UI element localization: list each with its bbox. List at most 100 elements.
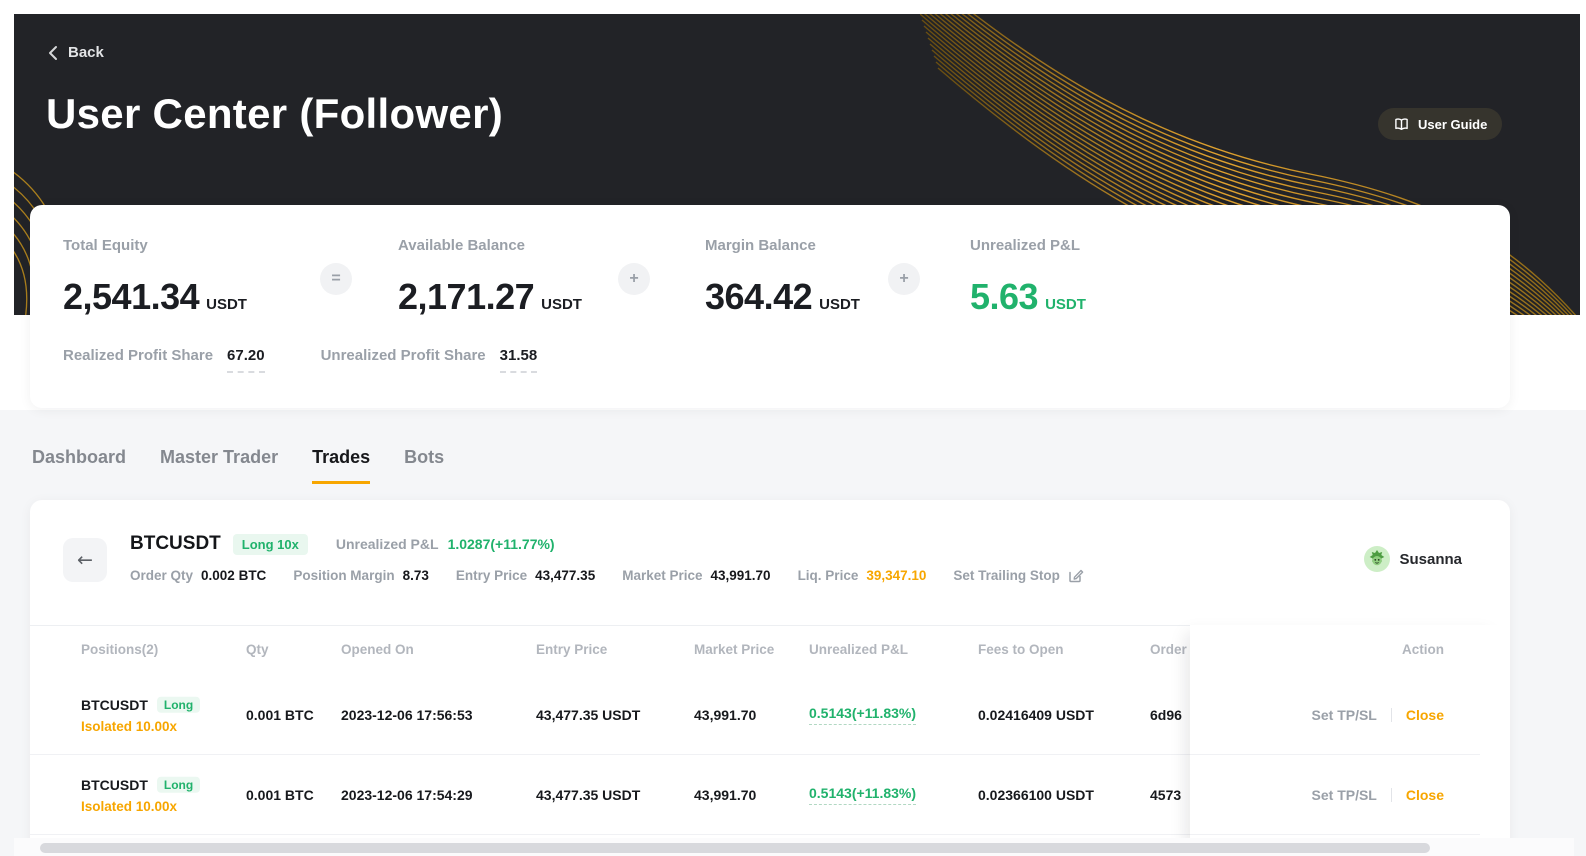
field-value: 43,477.35 [535,568,596,583]
symbol-cell: BTCUSDT Long Isolated 10.00x [81,696,201,734]
stat-currency: USDT [819,296,860,313]
action-row: Set TP/SL Close [1190,675,1510,755]
user-guide-label: User Guide [1418,116,1488,132]
stat-value: 5.63 [970,276,1039,317]
col-unrealized-pnl: Unrealized P&L [809,642,909,657]
trader-name: Susanna [1399,550,1462,568]
symbol-cell: BTCUSDT Long Isolated 10.00x [81,776,201,814]
close-position-button[interactable]: Close [1405,787,1444,803]
tab-trades[interactable]: Trades [312,447,371,484]
col-order: Order [1150,642,1187,657]
profit-share-row: Realized Profit Share 67.20 Unrealized P… [63,347,538,373]
position-symbol: BTCUSDT [130,533,221,554]
field-value: 8.73 [402,568,429,583]
row-symbol: BTCUSDT [81,696,148,713]
stat-currency: USDT [541,296,582,313]
stat-margin-balance: Margin Balance 364.42 USDT [705,237,860,318]
field-label: Liq. Price [797,568,859,583]
margin-mode: Isolated 10.00x [81,798,178,814]
field-label: Order Qty [130,568,194,583]
back-link[interactable]: Back [48,44,104,61]
set-trailing-stop-button[interactable]: Set Trailing Stop [953,567,1084,584]
liq-price-field: Liq. Price 39,347.10 [798,568,927,583]
set-tpsl-button[interactable]: Set TP/SL [1311,707,1377,723]
stat-currency: USDT [1045,296,1086,313]
stat-label: Margin Balance [705,237,816,254]
position-summary-line1: BTCUSDT Long 10x Unrealized P&L 1.0287(+… [130,533,555,555]
tab-dashboard[interactable]: Dashboard [32,447,127,467]
qty-cell: 0.001 BTC [246,786,314,803]
book-icon [1395,118,1408,130]
col-entry-price: Entry Price [536,642,608,657]
table-row: BTCUSDT Long Isolated 10.00x 0.001 BTC 2… [30,675,1510,755]
fees-cell: 0.02366100 USDT [978,786,1094,803]
stat-available-balance: Available Balance 2,171.27 USDT [398,237,582,318]
trader-link[interactable]: Susanna [1364,546,1462,572]
tab-master-trader[interactable]: Master Trader [160,447,279,467]
stat-label: Available Balance [398,237,526,254]
qty-cell: 0.001 BTC [246,706,314,723]
unrealized-pnl-value: 1.0287(+11.77%) [447,536,555,552]
stat-total-equity: Total Equity 2,541.34 USDT [63,237,247,318]
tab-bots[interactable]: Bots [404,447,445,467]
divider [30,625,1510,626]
balance-card: Total Equity 2,541.34 USDT = Available B… [30,205,1510,408]
table-row: BTCUSDT Long Isolated 10.00x 0.001 BTC 2… [30,755,1510,835]
unrealized-pnl-cell[interactable]: 0.5143(+11.83%) [809,705,917,725]
back-chevron-icon [49,45,57,60]
field-value: 43,991.70 [710,568,771,583]
realized-profit-share-value[interactable]: 67.20 [227,347,265,373]
unrealized-profit-share-value[interactable]: 31.58 [499,347,538,373]
plus-icon: + [618,263,650,295]
row-symbol: BTCUSDT [81,776,148,793]
unrealized-profit-share-label: Unrealized Profit Share [320,347,486,364]
opened-on-cell: 2023-12-06 17:54:29 [341,786,473,803]
unrealized-pnl-cell[interactable]: 0.5143(+11.83%) [809,785,917,805]
set-tpsl-button[interactable]: Set TP/SL [1311,787,1377,803]
plus-icon: + [888,263,920,295]
action-column: Action Set TP/SL Close Set TP/SL Close [1190,625,1510,856]
entry-price-cell: 43,477.35 USDT [536,786,641,803]
back-label: Back [68,44,104,61]
unrealized-pnl-label: Unrealized P&L [335,536,439,552]
stat-label: Total Equity [63,237,148,254]
field-value: 0.002 BTC [201,568,267,583]
margin-mode: Isolated 10.00x [81,718,178,734]
col-opened-on: Opened On [341,642,414,657]
fees-cell: 0.02416409 USDT [978,706,1094,723]
trader-avatar [1364,546,1391,572]
action-separator [1390,788,1392,802]
horizontal-scrollbar-thumb[interactable] [40,843,1430,853]
order-qty-field: Order Qty 0.002 BTC [130,568,266,583]
entry-price-cell: 43,477.35 USDT [536,706,641,723]
tab-bar: Dashboard Master Trader Trades Bots [32,447,444,484]
back-arrow-icon: ← [77,549,93,571]
action-separator [1390,708,1392,722]
stat-currency: USDT [206,296,247,313]
market-price-field: Market Price 43,991.70 [622,568,770,583]
order-id-cell: 6d96 [1150,706,1182,723]
side-leverage-badge: Long 10x [232,533,308,555]
close-position-button[interactable]: Close [1405,707,1444,723]
stat-value: 2,541.34 [63,276,200,317]
col-market-price: Market Price [694,642,775,657]
position-margin-field: Position Margin 8.73 [293,568,429,583]
set-trailing-stop-label: Set Trailing Stop [953,568,1060,583]
realized-profit-share-label: Realized Profit Share [63,347,214,364]
position-summary-line2: Order Qty 0.002 BTC Position Margin 8.73… [130,567,1084,584]
col-fees-to-open: Fees to Open [978,642,1064,657]
edit-icon [1069,569,1084,583]
back-button[interactable]: ← [63,538,107,582]
entry-price-field: Entry Price 43,477.35 [456,568,595,583]
col-positions: Positions(2) [81,642,159,657]
col-action: Action [1402,642,1444,657]
trades-card: ← BTCUSDT Long 10x Unrealized P&L 1.0287… [30,500,1510,856]
page-title: User Center (Follower) [46,90,504,137]
market-price-cell: 43,991.70 [694,706,757,723]
opened-on-cell: 2023-12-06 17:56:53 [341,706,473,723]
field-label: Position Margin [293,568,395,583]
order-id-cell: 4573 [1150,786,1182,803]
side-badge: Long [156,696,201,713]
user-guide-button[interactable]: User Guide [1378,108,1503,140]
field-label: Entry Price [455,568,528,583]
